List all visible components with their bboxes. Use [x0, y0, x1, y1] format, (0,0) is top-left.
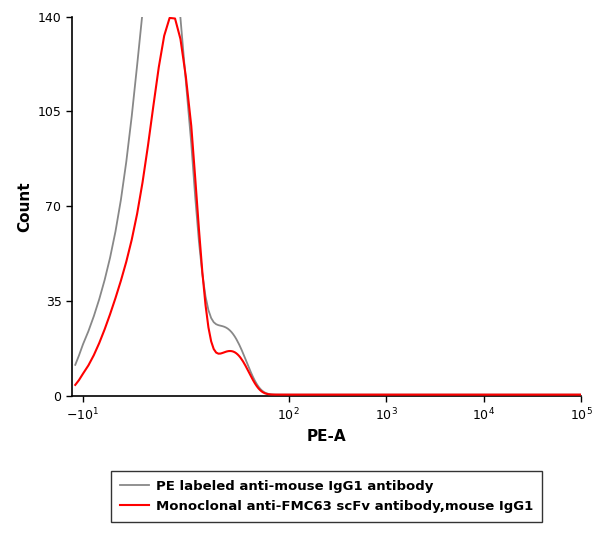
Monoclonal anti-FMC63 scFv antibody,mouse IgG1: [577, 392, 585, 398]
PE labeled anti-mouse IgG1 antibody: [558, 392, 565, 398]
PE labeled anti-mouse IgG1 antibody: [577, 392, 585, 398]
PE labeled anti-mouse IgG1 antibody: [573, 392, 580, 398]
Legend: PE labeled anti-mouse IgG1 antibody, Monoclonal anti-FMC63 scFv antibody,mouse I: PE labeled anti-mouse IgG1 antibody, Mon…: [111, 471, 542, 522]
Monoclonal anti-FMC63 scFv antibody,mouse IgG1: [489, 392, 496, 398]
PE labeled anti-mouse IgG1 antibody: [301, 392, 308, 398]
Line: PE labeled anti-mouse IgG1 antibody: PE labeled anti-mouse IgG1 antibody: [75, 0, 581, 395]
Monoclonal anti-FMC63 scFv antibody,mouse IgG1: [550, 392, 558, 398]
PE labeled anti-mouse IgG1 antibody: [418, 392, 425, 398]
PE labeled anti-mouse IgG1 antibody: [72, 361, 79, 368]
Monoclonal anti-FMC63 scFv antibody,mouse IgG1: [575, 392, 582, 398]
Monoclonal anti-FMC63 scFv antibody,mouse IgG1: [298, 392, 305, 398]
PE labeled anti-mouse IgG1 antibody: [489, 392, 496, 398]
Monoclonal anti-FMC63 scFv antibody,mouse IgG1: [558, 392, 565, 398]
Monoclonal anti-FMC63 scFv antibody,mouse IgG1: [166, 15, 173, 21]
Monoclonal anti-FMC63 scFv antibody,mouse IgG1: [573, 392, 580, 398]
PE labeled anti-mouse IgG1 antibody: [550, 392, 558, 398]
Y-axis label: Count: Count: [17, 181, 32, 232]
Monoclonal anti-FMC63 scFv antibody,mouse IgG1: [418, 392, 425, 398]
X-axis label: PE-A: PE-A: [307, 428, 346, 443]
Line: Monoclonal anti-FMC63 scFv antibody,mouse IgG1: Monoclonal anti-FMC63 scFv antibody,mous…: [75, 18, 581, 395]
PE labeled anti-mouse IgG1 antibody: [575, 392, 582, 398]
Monoclonal anti-FMC63 scFv antibody,mouse IgG1: [72, 382, 79, 388]
